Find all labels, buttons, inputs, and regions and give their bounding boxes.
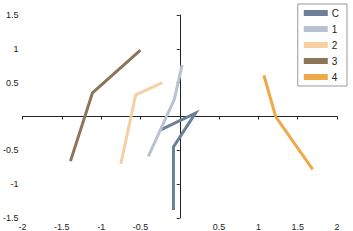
svg-text:-1: -1 xyxy=(97,222,105,231)
svg-text:2: 2 xyxy=(334,222,339,231)
svg-text:-0.5: -0.5 xyxy=(3,145,19,155)
svg-text:-0.5: -0.5 xyxy=(133,222,149,231)
svg-text:2: 2 xyxy=(332,40,338,51)
svg-text:1.5: 1.5 xyxy=(6,10,19,20)
svg-text:1: 1 xyxy=(13,44,18,54)
svg-text:1.5: 1.5 xyxy=(291,222,304,231)
svg-text:-1.5: -1.5 xyxy=(54,222,70,231)
svg-text:-2: -2 xyxy=(19,222,27,231)
svg-text:3: 3 xyxy=(332,56,338,67)
svg-text:1: 1 xyxy=(256,222,261,231)
svg-text:C: C xyxy=(332,8,339,19)
svg-text:-1.5: -1.5 xyxy=(3,213,19,223)
svg-text:0.5: 0.5 xyxy=(213,222,226,231)
svg-text:1: 1 xyxy=(332,24,338,35)
svg-text:-1: -1 xyxy=(10,179,18,189)
svg-text:0.5: 0.5 xyxy=(6,78,19,88)
svg-text:4: 4 xyxy=(332,72,338,83)
